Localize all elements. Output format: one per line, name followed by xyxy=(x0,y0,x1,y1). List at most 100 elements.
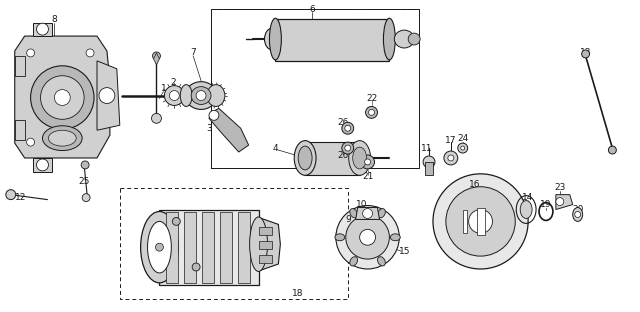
Circle shape xyxy=(342,122,354,134)
Circle shape xyxy=(172,217,180,225)
Circle shape xyxy=(152,52,161,60)
Bar xyxy=(184,212,196,283)
Circle shape xyxy=(556,197,564,206)
Circle shape xyxy=(458,143,468,153)
Ellipse shape xyxy=(350,257,358,266)
Circle shape xyxy=(36,159,49,171)
Text: 14: 14 xyxy=(522,193,534,202)
Ellipse shape xyxy=(350,209,358,218)
Polygon shape xyxy=(259,241,273,249)
Circle shape xyxy=(40,76,84,119)
Ellipse shape xyxy=(349,141,371,175)
Text: 16: 16 xyxy=(469,180,481,189)
Bar xyxy=(159,210,259,285)
Ellipse shape xyxy=(49,130,76,146)
Circle shape xyxy=(582,50,589,58)
Bar xyxy=(166,212,179,283)
Polygon shape xyxy=(463,210,467,233)
Text: 10: 10 xyxy=(356,200,367,209)
Circle shape xyxy=(468,210,492,233)
Ellipse shape xyxy=(520,201,532,218)
Ellipse shape xyxy=(42,126,82,151)
Ellipse shape xyxy=(378,257,385,266)
Text: 26: 26 xyxy=(337,150,349,159)
Text: 22: 22 xyxy=(367,107,376,112)
Circle shape xyxy=(433,174,528,269)
Bar xyxy=(202,212,214,283)
Polygon shape xyxy=(154,53,159,65)
Text: 19: 19 xyxy=(540,200,552,209)
Ellipse shape xyxy=(408,33,420,45)
Text: 7: 7 xyxy=(190,48,196,57)
Bar xyxy=(211,9,419,168)
Circle shape xyxy=(342,142,354,154)
Ellipse shape xyxy=(207,85,225,106)
Bar xyxy=(275,19,389,61)
Ellipse shape xyxy=(180,85,192,106)
Circle shape xyxy=(360,155,374,169)
Bar xyxy=(237,212,250,283)
Circle shape xyxy=(170,90,179,100)
Text: 26: 26 xyxy=(337,118,349,127)
Ellipse shape xyxy=(294,141,316,175)
Bar xyxy=(305,142,360,175)
Ellipse shape xyxy=(394,30,414,48)
Polygon shape xyxy=(15,120,25,140)
Circle shape xyxy=(54,90,70,105)
Circle shape xyxy=(369,110,374,115)
Circle shape xyxy=(345,145,351,151)
Polygon shape xyxy=(477,207,484,235)
Circle shape xyxy=(446,187,515,256)
Circle shape xyxy=(365,106,378,118)
Ellipse shape xyxy=(264,28,280,50)
Ellipse shape xyxy=(250,217,268,271)
Circle shape xyxy=(152,113,161,123)
Ellipse shape xyxy=(298,146,312,170)
Circle shape xyxy=(31,66,94,129)
Ellipse shape xyxy=(335,234,345,241)
Text: 12: 12 xyxy=(15,193,26,202)
Circle shape xyxy=(99,88,115,104)
Polygon shape xyxy=(259,217,280,271)
Circle shape xyxy=(192,263,200,271)
Circle shape xyxy=(82,194,90,202)
Ellipse shape xyxy=(141,212,179,283)
Polygon shape xyxy=(97,61,120,130)
Polygon shape xyxy=(33,158,52,172)
Circle shape xyxy=(365,159,371,165)
Ellipse shape xyxy=(353,147,367,169)
Polygon shape xyxy=(556,195,573,210)
Text: 22: 22 xyxy=(366,94,377,103)
Text: 11: 11 xyxy=(421,144,433,153)
Text: 2: 2 xyxy=(170,78,176,87)
Polygon shape xyxy=(209,109,249,152)
Ellipse shape xyxy=(269,18,282,60)
Polygon shape xyxy=(15,36,110,158)
Text: 23: 23 xyxy=(554,183,566,192)
Circle shape xyxy=(444,151,458,165)
Circle shape xyxy=(36,23,49,35)
Text: 3: 3 xyxy=(206,124,212,133)
Polygon shape xyxy=(33,23,52,36)
Text: 4: 4 xyxy=(273,144,278,153)
Circle shape xyxy=(196,90,206,100)
Circle shape xyxy=(360,229,376,245)
Text: 18: 18 xyxy=(292,289,304,298)
Text: 24: 24 xyxy=(457,134,468,143)
Bar xyxy=(220,212,232,283)
Text: 20: 20 xyxy=(572,205,584,214)
Bar xyxy=(120,188,348,299)
Circle shape xyxy=(575,212,580,217)
Circle shape xyxy=(345,125,351,131)
Circle shape xyxy=(209,110,219,120)
Text: 8: 8 xyxy=(51,15,57,24)
Text: 15: 15 xyxy=(399,247,410,256)
Polygon shape xyxy=(259,255,273,263)
Circle shape xyxy=(461,146,465,150)
Ellipse shape xyxy=(573,207,582,222)
Text: 6: 6 xyxy=(309,5,315,14)
Ellipse shape xyxy=(185,82,217,110)
Circle shape xyxy=(27,138,35,146)
Circle shape xyxy=(6,190,16,200)
Polygon shape xyxy=(15,56,25,76)
